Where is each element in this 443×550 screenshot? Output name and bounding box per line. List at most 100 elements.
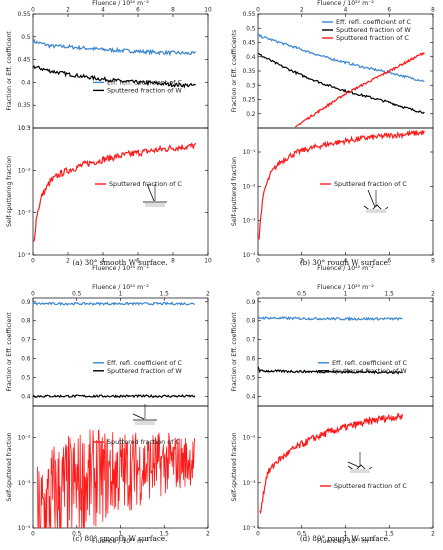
- bottom-plot-frame: [32, 127, 209, 256]
- x-axis-title-bottom: Fluence / 10²⁰ m⁻²: [92, 538, 149, 545]
- y-tick-label-top: 0.25: [243, 98, 256, 104]
- y-tick-label-top: 0.2: [246, 112, 256, 118]
- y-tick-label-top: 0.35: [18, 103, 31, 109]
- surface-sketch-icon: [143, 183, 167, 207]
- y-tick-label-top: 0.4: [21, 80, 31, 86]
- surface-sketch-icon: [347, 452, 373, 473]
- x-tick-label-bottom: 10: [204, 259, 212, 265]
- y-tick-label-top: 0.45: [243, 41, 256, 47]
- legend-label-top: Eff. refl. coefficient of C: [336, 18, 412, 26]
- x-tick-label-bottom: 4: [344, 259, 348, 265]
- y-tick-label-top: 0.7: [246, 338, 256, 344]
- top-plot-frame: [32, 13, 209, 129]
- x-tick-label-top: 1.5: [160, 292, 170, 298]
- x-tick-label-bottom: 6: [387, 259, 391, 265]
- y-tick-label-bottom: 10⁻³: [18, 480, 31, 487]
- y-tick-label-bottom: 10⁻²: [18, 435, 31, 442]
- panel-0: 0 0 2 2 4 4 6 6 8 8 10 10 Fluence / 10²⁰ m⁻² Fluence …: [6, 0, 212, 272]
- series-line-bottom-0: [258, 129, 425, 240]
- y-tick-label-bottom: 10⁻³: [18, 210, 31, 217]
- panel-2: 0 0 0.5 0.5 1 1 1.5 1.5 2 2 Fluence / 10²⁰ m⁻² Flue…: [6, 284, 210, 545]
- y-tick-label-bottom: 10⁻³: [243, 218, 256, 225]
- y-tick-label-top: 0.8: [246, 319, 256, 325]
- legend-label-bottom: Sputtered fraction of C: [109, 180, 182, 188]
- y-tick-label-top: 0.5: [21, 35, 31, 41]
- legend-label-top: Sputtered fraction of W: [107, 87, 182, 95]
- incidence-arrow: [146, 183, 155, 202]
- incidence-arrow: [367, 189, 376, 208]
- y-axis-title-bottom: Self-sputtered fraction: [231, 432, 238, 501]
- x-tick-label-top: 6: [387, 8, 391, 14]
- x-tick-label-bottom: 2: [206, 532, 210, 538]
- incidence-arrow: [347, 461, 360, 468]
- x-tick-label-top: 0: [31, 292, 35, 298]
- legend-label-top: Sputtered fraction of C: [336, 34, 409, 42]
- y-tick-label-top: 0.3: [21, 126, 31, 132]
- panel-caption: (c) 80° smooth W surface.: [73, 534, 168, 543]
- x-tick-label-top: 2: [300, 8, 304, 14]
- x-tick-label-bottom: 4: [101, 259, 105, 265]
- y-tick-label-top: 0.4: [21, 395, 31, 401]
- y-axis-title-top: Fraction or Eff. coefficient: [6, 312, 13, 392]
- y-tick-label-top: 0.55: [18, 12, 31, 18]
- legend-label-top: Eff. refl. coefficient of C: [332, 359, 408, 367]
- x-tick-label-top: 6: [136, 8, 140, 14]
- legend-label-top: Eff. refl. coefficient of C: [107, 79, 183, 87]
- incidence-arrow: [132, 413, 145, 420]
- series-line-top-1: [257, 366, 403, 375]
- y-axis-title-bottom: Self-sputtered fraction: [6, 432, 13, 501]
- x-tick-label-top: 4: [101, 8, 105, 14]
- y-tick-label-top: 0.5: [246, 376, 256, 382]
- y-tick-label-top: 0.8: [21, 319, 31, 325]
- series-line-top-0: [32, 301, 195, 307]
- legend-label-bottom: Sputtered fraction of C: [107, 438, 180, 446]
- y-tick-label-top: 0.4: [246, 55, 256, 61]
- legend-label-top: Eff. refl. coefficient of C: [107, 359, 183, 367]
- x-tick-label-top: 0: [31, 8, 35, 14]
- y-tick-label-top: 0.5: [246, 26, 256, 32]
- y-tick-label-bottom: 10⁻⁴: [243, 252, 256, 259]
- surface-shade: [145, 203, 165, 207]
- surface-sketch-icon: [363, 189, 389, 213]
- x-tick-label-top: 0.5: [72, 292, 82, 298]
- x-tick-label-bottom: 0: [256, 532, 260, 538]
- surface-sketch-icon: [132, 404, 157, 425]
- x-tick-label-top: 4: [344, 8, 348, 14]
- x-tick-label-top: 0.5: [297, 292, 307, 298]
- x-axis-title-top: Fluence / 10²⁰ m⁻²: [317, 0, 374, 7]
- y-tick-label-top: 0.55: [243, 12, 256, 18]
- panel-caption: (a) 30° smooth W surface.: [72, 258, 167, 267]
- x-axis-title-bottom: Fluence / 10²⁰ m⁻²: [317, 265, 374, 272]
- x-tick-label-bottom: 2: [431, 532, 435, 538]
- x-tick-label-top: 2: [431, 292, 435, 298]
- x-tick-label-bottom: 1: [119, 532, 123, 538]
- y-tick-label-bottom: 10⁻³: [243, 480, 256, 487]
- y-tick-label-bottom: 10⁻¹: [18, 125, 31, 132]
- y-tick-label-bottom: 10⁻²: [243, 183, 256, 190]
- x-tick-label-bottom: 0: [256, 259, 260, 265]
- legend-label-bottom: Sputtered fraction of C: [334, 482, 407, 490]
- y-tick-label-top: 0.7: [21, 338, 31, 344]
- x-axis-title-top: Fluence / 10²⁰ m⁻²: [92, 0, 149, 7]
- series-line-top-0: [32, 38, 196, 57]
- y-axis-title-bottom: Self-sputtering fraction: [6, 156, 13, 227]
- y-tick-label-bottom: 10⁻⁴: [18, 525, 31, 532]
- y-tick-label-top: 0.45: [18, 58, 31, 64]
- x-tick-label-bottom: 2: [300, 259, 304, 265]
- series-line-top-0: [257, 316, 403, 322]
- legend-label-top: Sputtered fraction of W: [336, 26, 411, 34]
- panel-3: 0 0 0.5 0.5 1 1 1.5 1.5 2 2 Fluence / 10²⁰ m⁻² Flue…: [231, 284, 435, 545]
- y-tick-label-top: 0.5: [21, 376, 31, 382]
- x-tick-label-bottom: 2: [66, 259, 70, 265]
- x-tick-label-bottom: 1.5: [160, 532, 170, 538]
- x-axis-title-bottom: Fluence / 10²⁰ m⁻²: [92, 265, 149, 272]
- x-tick-label-bottom: 0: [31, 259, 35, 265]
- x-axis-title-bottom: Fluence / 10²⁰ m⁻²: [317, 538, 374, 545]
- top-plot-frame: [32, 297, 209, 407]
- x-tick-label-bottom: 6: [136, 259, 140, 265]
- top-plot-frame: [257, 297, 434, 407]
- panel-caption: (d) 80° rough W surface.: [300, 534, 390, 543]
- series-line-bottom-0: [259, 412, 403, 515]
- x-tick-label-bottom: 0: [31, 532, 35, 538]
- legend-label-bottom: Sputtered fraction of C: [334, 180, 407, 188]
